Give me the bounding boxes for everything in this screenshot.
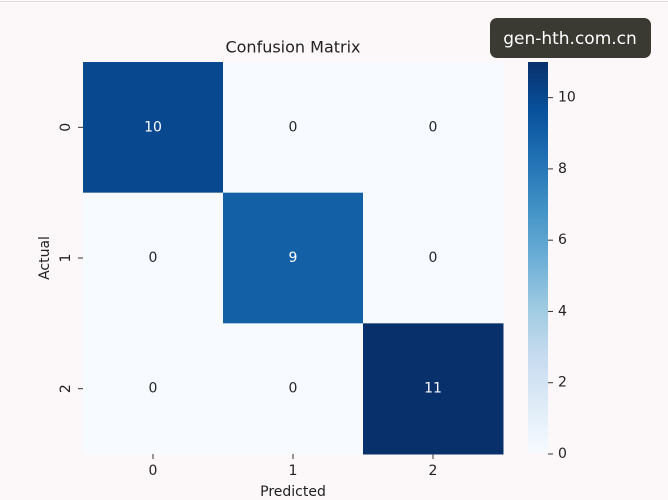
cell-label: 0 — [289, 119, 298, 135]
colorbar — [528, 62, 548, 454]
colorbar-tick-label: 6 — [558, 232, 567, 248]
cell-label: 10 — [144, 119, 162, 135]
heatmap-cell — [363, 323, 504, 455]
heatmap-cell — [363, 62, 504, 194]
colorbar-tick-label: 0 — [558, 446, 567, 462]
x-tick-label: 2 — [429, 463, 438, 479]
heatmap-cell — [83, 192, 224, 324]
cell-label: 0 — [149, 250, 158, 266]
heatmap-cell — [83, 323, 224, 455]
cell-label: 9 — [289, 250, 298, 266]
heatmap-cell — [223, 192, 364, 324]
y-tick-label: 1 — [58, 254, 74, 263]
colorbar-tick-label: 2 — [558, 375, 567, 391]
x-axis-label: Predicted — [260, 484, 326, 500]
y-tick-label: 2 — [58, 384, 74, 393]
cell-label: 0 — [149, 381, 158, 397]
heatmap-cell — [223, 62, 364, 194]
y-axis-label: Actual — [37, 236, 53, 280]
colorbar-tick-label: 8 — [558, 161, 567, 177]
cell-label: 0 — [289, 381, 298, 397]
cell-label: 0 — [429, 250, 438, 266]
heatmap-cell — [83, 62, 224, 194]
colorbar-tick-label: 4 — [558, 303, 567, 319]
chart-title: Confusion Matrix — [225, 38, 360, 57]
cell-label: 0 — [429, 119, 438, 135]
cell-label: 11 — [424, 381, 442, 397]
watermark: gen-hth.com.cn — [503, 29, 637, 49]
heatmap-cell — [363, 192, 504, 324]
heatmap-cell — [223, 323, 364, 455]
x-tick-label: 0 — [149, 463, 158, 479]
watermark-box — [490, 18, 651, 58]
y-tick-label: 0 — [58, 123, 74, 132]
colorbar-tick-label: 10 — [558, 90, 576, 106]
x-tick-label: 1 — [289, 463, 298, 479]
